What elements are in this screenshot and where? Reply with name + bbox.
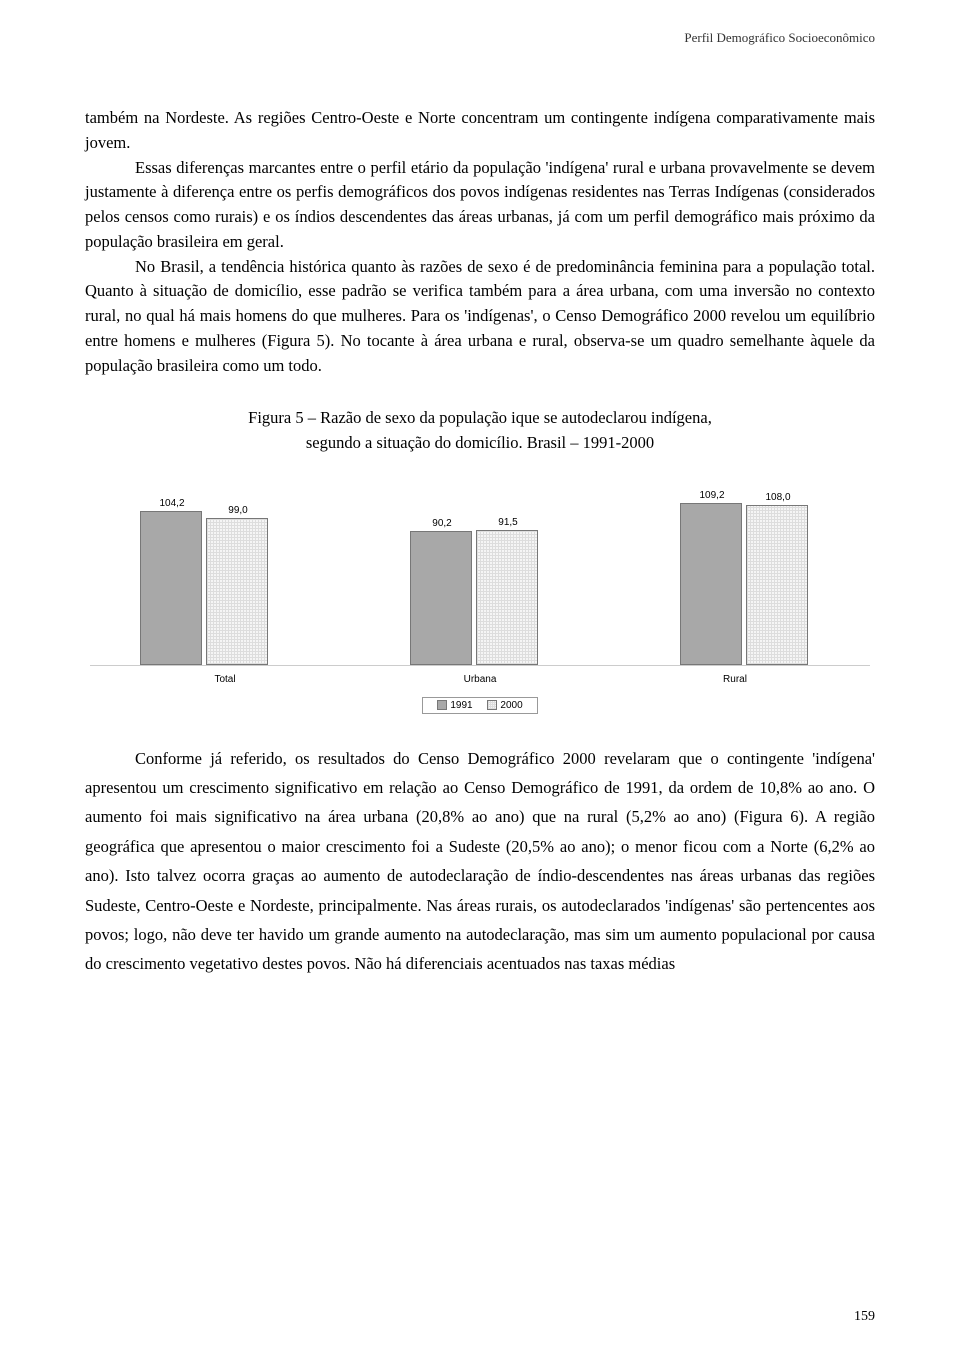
bar-label: 99,0 <box>207 505 269 516</box>
bar-label: 109,2 <box>681 490 743 501</box>
para-1: também na Nordeste. As regiões Centro-Oe… <box>85 108 875 152</box>
bar-urbana-2000: 91,5 <box>476 530 538 665</box>
chart-legend: 1991 2000 <box>90 697 870 714</box>
paragraph-4: Conforme já referido, os resultados do C… <box>85 744 875 979</box>
bar-rural-2000: 108,0 <box>746 505 808 665</box>
running-header: Perfil Demográfico Socioeconômico <box>85 30 875 46</box>
para-2: Essas diferenças marcantes entre o perfi… <box>85 158 875 251</box>
legend-item-1991: 1991 <box>437 700 475 711</box>
legend-label: 2000 <box>500 700 522 711</box>
bar-label: 90,2 <box>411 518 473 529</box>
figure-title-line2: segundo a situação do domicílio. Brasil … <box>306 433 654 452</box>
chart-plot-area: 104,2 99,0 90,2 91,5 109,2 108,0 <box>90 476 870 666</box>
bar-label: 91,5 <box>477 517 539 528</box>
page-number: 159 <box>854 1309 875 1325</box>
figure-title: Figura 5 – Razão de sexo da população iq… <box>140 406 820 456</box>
figure-title-line1: Figura 5 – Razão de sexo da população iq… <box>248 408 712 427</box>
bar-label: 104,2 <box>141 498 203 509</box>
bar-label: 108,0 <box>747 492 809 503</box>
bar-urbana-1991: 90,2 <box>410 531 472 664</box>
bar-rural-1991: 109,2 <box>680 503 742 664</box>
bar-total-1991: 104,2 <box>140 511 202 665</box>
category-axis-labels: Total Urbana Rural <box>90 666 870 685</box>
cat-label-urbana: Urbana <box>415 674 545 685</box>
legend-swatch-icon <box>487 700 497 710</box>
paragraph-block-1: também na Nordeste. As regiões Centro-Oe… <box>85 106 875 378</box>
legend-label: 1991 <box>450 700 472 711</box>
legend-swatch-icon <box>437 700 447 710</box>
bar-total-2000: 99,0 <box>206 518 268 664</box>
cat-label-total: Total <box>160 674 290 685</box>
para-3: No Brasil, a tendência histórica quanto … <box>85 257 875 375</box>
legend-box: 1991 2000 <box>422 697 537 714</box>
figure-5-chart: 104,2 99,0 90,2 91,5 109,2 108,0 Total <box>90 476 870 714</box>
cat-label-rural: Rural <box>670 674 800 685</box>
legend-item-2000: 2000 <box>487 700 522 711</box>
para-4-text: Conforme já referido, os resultados do C… <box>85 749 875 974</box>
